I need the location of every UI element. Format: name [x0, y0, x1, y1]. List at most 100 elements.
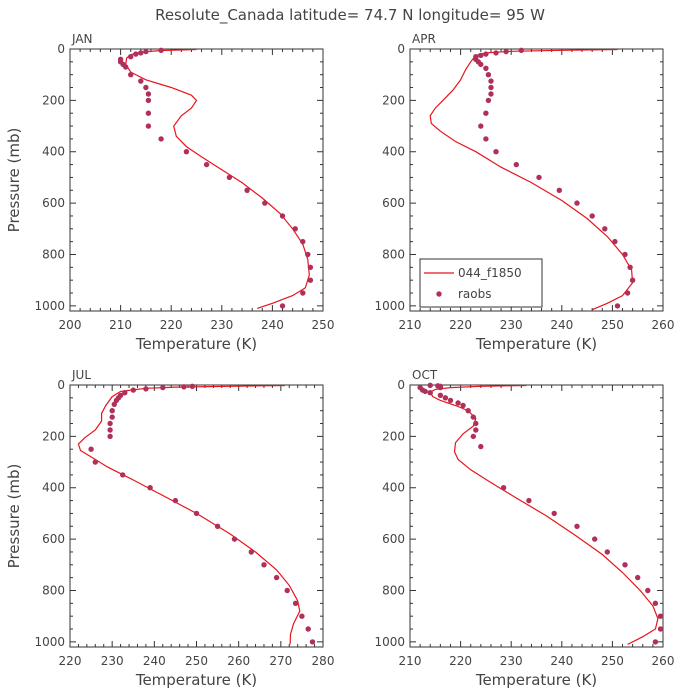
x-tick-label: 220: [449, 318, 472, 332]
x-tick-label: 230: [210, 318, 233, 332]
obs-point: [422, 388, 428, 395]
x-tick-label: 260: [652, 318, 675, 332]
obs-point: [614, 303, 621, 309]
panels-group: 200 210 220 230 240 250 0 200 400 600 800 1000 JAN Te…: [5, 32, 674, 689]
obs-point: [574, 523, 580, 529]
obs-point: [526, 497, 532, 504]
obs-point: [109, 414, 115, 420]
obs-point: [427, 382, 433, 388]
model-line-oct: [429, 385, 659, 645]
panel-apr: 210 220 230 240 250 260 0 200 400 600 800 1000 APR Te…: [374, 32, 674, 353]
y-tick-label: 400: [42, 481, 65, 495]
obs-point: [111, 401, 118, 407]
legend-model-label: 044_f1850: [458, 266, 522, 280]
x-tick-label: 210: [399, 318, 422, 332]
panel-label: JUL: [71, 368, 91, 382]
obs-point: [645, 587, 651, 594]
y-tick-label: 200: [382, 429, 405, 443]
obs-point: [488, 78, 494, 84]
y-tick-label: 800: [42, 583, 65, 597]
y-tick-label: 400: [382, 145, 405, 159]
legend-box: [419, 258, 543, 308]
obs-point: [488, 84, 494, 91]
obs-point: [483, 65, 489, 72]
obs-point: [478, 61, 484, 68]
obs-point: [473, 420, 479, 427]
y-tick-label: 600: [42, 532, 65, 546]
obs-point: [145, 110, 152, 116]
obs-point: [300, 238, 306, 245]
obs-point: [299, 613, 305, 619]
obs-point: [130, 387, 136, 393]
obs-point: [120, 472, 126, 478]
x-tick-label: 250: [601, 318, 624, 332]
y-tick-label: 200: [382, 93, 405, 107]
obs-point: [483, 110, 489, 116]
y-tick-label: 1000: [34, 635, 65, 649]
y-tick-label: 1000: [374, 299, 405, 313]
obs-point: [437, 384, 444, 391]
obs-point: [612, 238, 618, 245]
x-tick-label: 210: [399, 654, 422, 668]
x-tick-label: 210: [109, 318, 132, 332]
y-axis-label: Pressure (mb): [5, 128, 23, 233]
x-tick-label: 250: [312, 318, 335, 332]
obs-point: [427, 390, 433, 396]
obs-point: [147, 485, 153, 491]
obs-point: [622, 562, 628, 568]
obs-point: [183, 149, 190, 155]
x-tick-label: 280: [312, 654, 335, 668]
x-tick-label: 250: [185, 654, 208, 668]
obs-point: [145, 91, 152, 97]
obs-point: [292, 226, 298, 232]
y-tick-label: 600: [42, 196, 65, 210]
obs-point: [203, 161, 210, 168]
plot-frame-oct: [409, 384, 664, 648]
obs-point: [307, 277, 314, 283]
obs-point: [493, 50, 499, 56]
model-line-jul: [77, 385, 301, 645]
obs-point: [305, 626, 311, 632]
obs-point: [226, 174, 233, 181]
obs-point: [627, 264, 633, 270]
obs-point: [485, 97, 492, 104]
x-tick-label: 240: [550, 318, 573, 332]
panel-label: APR: [412, 32, 436, 46]
x-tick-label: 220: [449, 654, 472, 668]
panel-label: OCT: [412, 368, 438, 382]
panel-oct: 210 220 230 240 250 260 0 200 400 600 800 1000 OCT Te…: [374, 368, 674, 689]
obs-point: [189, 383, 195, 389]
obs-point: [160, 384, 166, 391]
obs-point: [503, 48, 509, 55]
obs-point: [292, 600, 299, 606]
obs-point: [635, 574, 641, 581]
obs-point: [478, 443, 484, 450]
x-tick-label: 260: [652, 654, 675, 668]
obs-point: [470, 433, 476, 440]
obs-point: [145, 123, 152, 129]
obs-point: [231, 536, 238, 542]
x-tick-label: 240: [550, 654, 573, 668]
x-tick-label: 230: [500, 654, 523, 668]
obs-point: [592, 536, 598, 542]
y-tick-label: 1000: [374, 635, 405, 649]
obs-point: [442, 395, 449, 401]
y-tick-label: 0: [397, 42, 405, 56]
obs-point: [657, 613, 664, 619]
obs-point: [309, 639, 316, 645]
y-tick-label: 200: [42, 93, 65, 107]
obs-point: [300, 290, 306, 296]
obs-point: [536, 174, 542, 181]
obs-point: [478, 123, 484, 129]
x-tick-label: 240: [143, 654, 166, 668]
obs-point: [248, 549, 254, 555]
x-tick-label: 220: [160, 318, 183, 332]
obs-point: [107, 427, 113, 433]
obs-point: [652, 600, 659, 606]
obs-point: [88, 446, 94, 452]
y-tick-label: 400: [42, 145, 65, 159]
obs-point: [143, 48, 149, 55]
obs-point: [465, 408, 471, 414]
obs-point: [143, 84, 149, 91]
obs-point: [279, 213, 286, 219]
